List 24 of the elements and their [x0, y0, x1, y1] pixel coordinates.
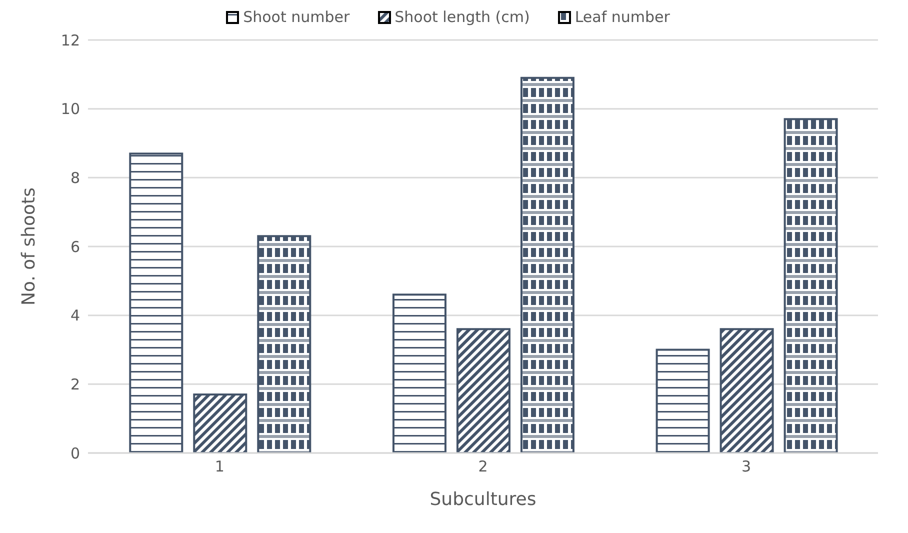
y-tick-label: 0 — [70, 444, 80, 462]
bar — [656, 348, 710, 453]
x-tick-label: 3 — [742, 458, 752, 476]
y-tick-label: 6 — [70, 238, 80, 256]
y-tick-label: 10 — [60, 100, 80, 118]
bar — [456, 328, 510, 453]
y-axis-title: No. of shoots — [18, 188, 40, 306]
y-tick-label: 4 — [70, 306, 80, 325]
x-tick-label: 1 — [214, 458, 224, 476]
bar — [392, 294, 446, 453]
legend-label: Shoot number — [242, 8, 350, 26]
bar — [193, 393, 248, 453]
bar — [520, 76, 574, 453]
bar — [784, 118, 838, 453]
bar — [720, 328, 774, 453]
x-tick-label: 2 — [478, 458, 488, 476]
bar — [257, 235, 312, 453]
x-axis-title: Subcultures — [430, 489, 536, 510]
y-tick-label: 8 — [70, 168, 80, 187]
legend-label: Shoot length (cm) — [394, 8, 530, 26]
bar — [129, 152, 184, 453]
y-tick-label: 12 — [60, 31, 80, 50]
legend-label: Leaf number — [574, 8, 670, 26]
y-tick-label: 2 — [70, 375, 80, 394]
